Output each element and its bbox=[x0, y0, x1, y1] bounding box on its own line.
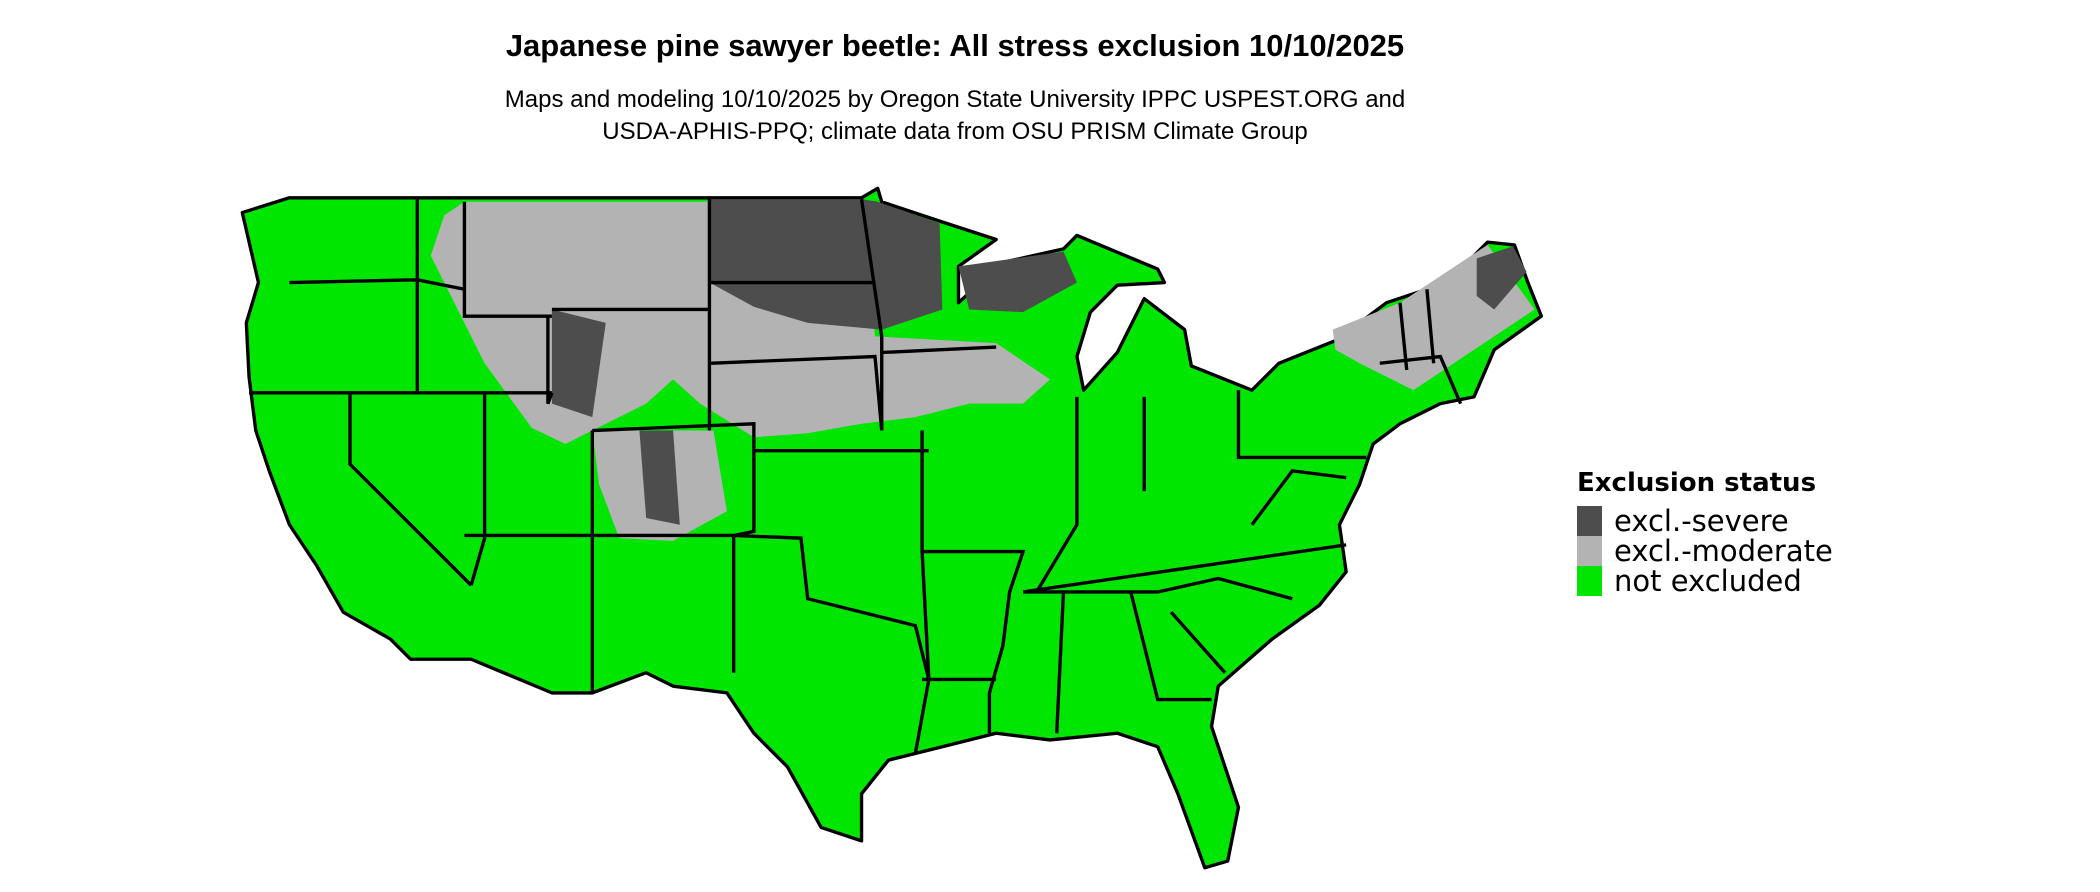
legend-label: excl.-severe bbox=[1614, 504, 1789, 538]
legend-title: Exclusion status bbox=[1577, 468, 1817, 498]
map-subtitle-line-2: USDA-APHIS-PPQ; climate data from OSU PR… bbox=[602, 118, 1308, 145]
legend-swatch-severe bbox=[1577, 506, 1602, 536]
legend-swatch-moderate bbox=[1577, 536, 1602, 566]
state-borders bbox=[249, 197, 1463, 754]
legend-item-moderate: excl.-moderate bbox=[1577, 536, 1833, 566]
legend: Exclusion status excl.-severe excl.-mode… bbox=[1577, 468, 1833, 596]
legend-swatch-not-excluded bbox=[1577, 566, 1602, 596]
legend-item-severe: excl.-severe bbox=[1577, 506, 1833, 536]
map-subtitle-line-1: Maps and modeling 10/10/2025 by Oregon S… bbox=[504, 86, 1406, 113]
map-title: Japanese pine sawyer beetle: All stress … bbox=[505, 28, 1405, 63]
legend-item-not-excluded: not excluded bbox=[1577, 566, 1833, 596]
excl-severe-areas bbox=[551, 199, 1527, 525]
legend-label: not excluded bbox=[1614, 564, 1802, 598]
legend-label: excl.-moderate bbox=[1614, 534, 1833, 568]
